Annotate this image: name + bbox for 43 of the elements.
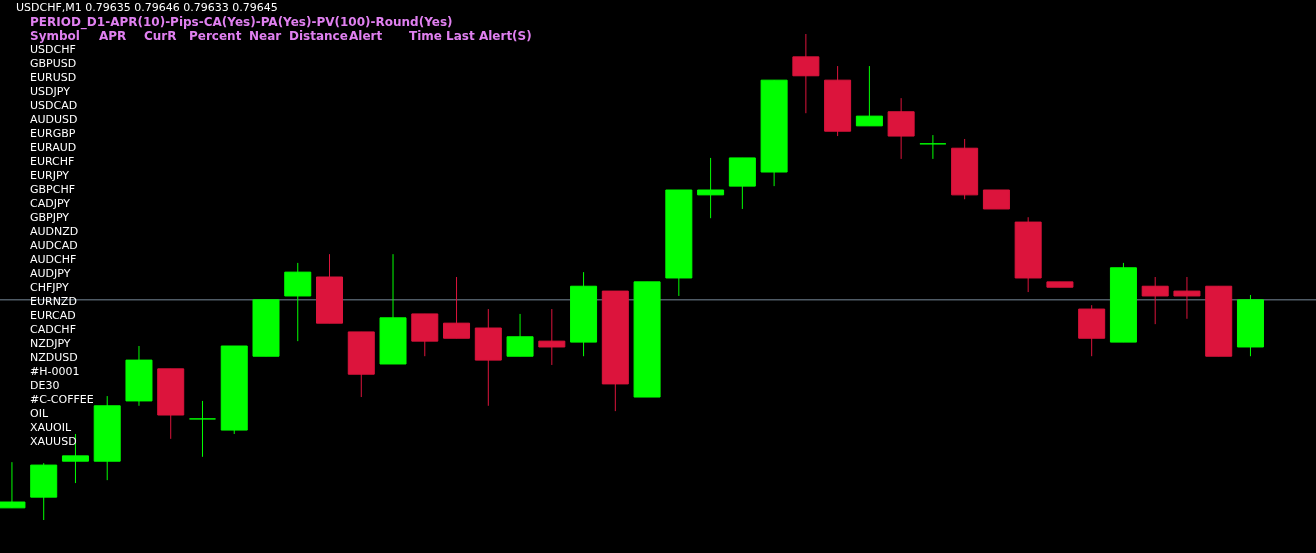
candlestick bbox=[1173, 276, 1201, 320]
annotation: NZDJPY bbox=[30, 337, 71, 350]
annotation: Distance bbox=[289, 29, 348, 43]
annotation: EURAUD bbox=[30, 141, 77, 154]
annotation: Near bbox=[249, 29, 282, 43]
annotation: AUDJPY bbox=[30, 267, 71, 280]
annotation: DE30 bbox=[30, 379, 60, 392]
annotation: EURNZD bbox=[30, 295, 77, 308]
annotation: EURGBP bbox=[30, 127, 76, 140]
annotation: CADJPY bbox=[30, 197, 71, 210]
chart-title: USDCHF,M1 0.79635 0.79646 0.79633 0.79645 bbox=[16, 1, 278, 14]
annotation: USDJPY bbox=[30, 85, 71, 98]
annotation: XAUOIL bbox=[30, 421, 73, 434]
annotation: AUDUSD bbox=[30, 113, 78, 126]
annotation: AUDNZD bbox=[30, 225, 79, 238]
candlestick bbox=[697, 157, 725, 219]
candlestick bbox=[538, 308, 566, 366]
annotation: CurR bbox=[144, 29, 177, 43]
annotation: GBPJPY bbox=[30, 211, 70, 224]
annotation: AUDCAD bbox=[30, 239, 78, 252]
annotation: APR bbox=[99, 29, 127, 43]
annotation: #H-0001 bbox=[30, 365, 80, 378]
annotation: CHFJPY bbox=[30, 281, 69, 294]
annotation: EURUSD bbox=[30, 71, 77, 84]
annotation: OIL bbox=[30, 407, 49, 420]
annotation: Percent bbox=[189, 29, 242, 43]
annotation: USDCAD bbox=[30, 99, 78, 112]
chart-subtitle: PERIOD_D1-APR(10)-Pips-CA(Yes)-PA(Yes)-PV(100)-Round(Yes) bbox=[30, 15, 453, 30]
candlestick bbox=[919, 134, 947, 160]
candlestick bbox=[188, 400, 216, 458]
annotation: AUDCHF bbox=[30, 253, 77, 266]
annotation: #C-COFFEE bbox=[30, 393, 94, 406]
annotation: NZDUSD bbox=[30, 351, 78, 364]
annotation: EURCHF bbox=[30, 155, 75, 168]
annotation: GBPUSD bbox=[30, 57, 77, 70]
annotation: EURJPY bbox=[30, 169, 70, 182]
annotation: GBPCHF bbox=[30, 183, 75, 196]
annotation: Symbol bbox=[30, 29, 80, 43]
annotation: Time Last Alert(S) bbox=[409, 29, 532, 43]
annotation: EURCAD bbox=[30, 309, 76, 322]
annotation: USDCHF bbox=[30, 43, 76, 56]
annotation: CADCHF bbox=[30, 323, 76, 336]
annotation: Alert bbox=[349, 29, 383, 43]
